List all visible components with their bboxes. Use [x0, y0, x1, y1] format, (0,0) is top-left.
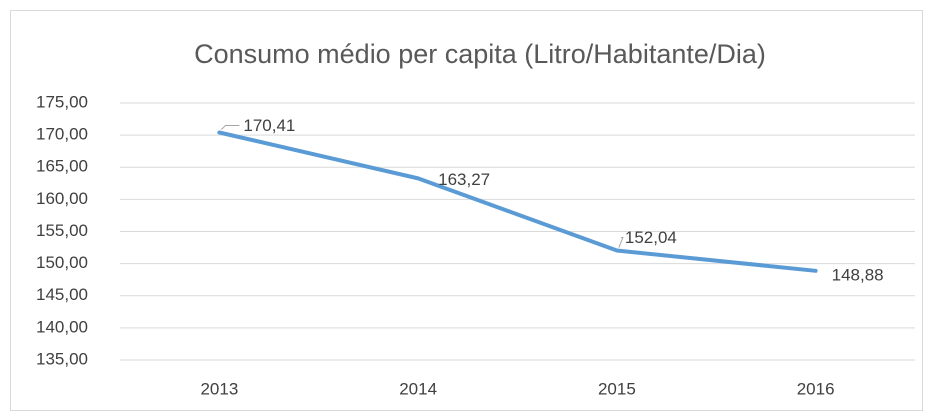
x-tick-label: 2016	[797, 379, 835, 398]
line	[217, 130, 818, 273]
data-label: 163,27	[438, 170, 490, 189]
y-tick-label: 175,00	[36, 92, 88, 111]
y-tick-label: 155,00	[36, 221, 88, 240]
data-label: 148,88	[832, 265, 884, 284]
x-tick-label: 2014	[399, 379, 437, 398]
leader-line	[618, 237, 624, 248]
y-tick-label: 135,00	[36, 349, 88, 368]
x-tick-label: 2013	[200, 379, 238, 398]
y-tick-label: 140,00	[36, 317, 88, 336]
y-tick-label: 165,00	[36, 157, 88, 176]
leader-line	[221, 124, 240, 130]
x-tick-label: 2015	[598, 379, 636, 398]
y-tick-label: 145,00	[36, 285, 88, 304]
y-tick-label: 160,00	[36, 189, 88, 208]
chart-border	[10, 10, 923, 411]
y-tick-label: 170,00	[36, 125, 88, 144]
y-tick-label: 150,00	[36, 253, 88, 272]
data-label: 152,04	[625, 228, 677, 247]
data-label: 170,41	[243, 116, 295, 135]
chart-title: Consumo médio per capita (Litro/Habitant…	[194, 39, 766, 69]
